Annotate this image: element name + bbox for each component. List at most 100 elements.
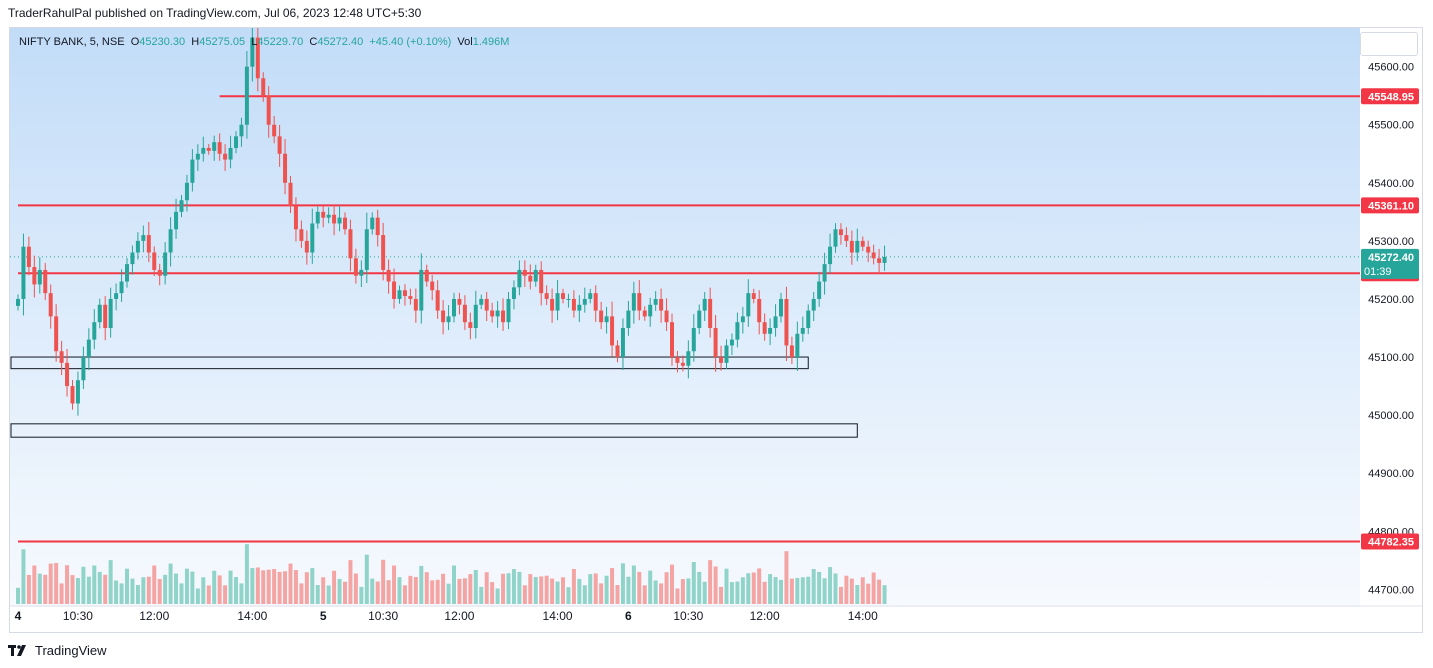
y-tick-label: 45100.00: [1368, 352, 1414, 364]
volume-bar: [348, 560, 353, 604]
y-tick-label: 44900.00: [1368, 468, 1414, 480]
candle-body: [75, 380, 80, 404]
candle-body: [381, 235, 386, 270]
candle-body: [849, 240, 854, 253]
candle-body: [473, 304, 478, 328]
level-price-label: 45548.95: [1368, 91, 1414, 103]
volume-bar: [501, 573, 506, 604]
candle-body: [631, 293, 636, 311]
volume-bar: [397, 577, 402, 604]
y-tick-label: 45400.00: [1368, 178, 1414, 190]
candle-body: [762, 322, 767, 334]
volume-bar: [659, 583, 664, 604]
candle-body: [250, 37, 255, 67]
candle-body: [65, 362, 70, 387]
volume-bar: [392, 565, 397, 604]
volume-bar: [343, 581, 347, 604]
symbol-label[interactable]: NIFTY BANK, 5, NSE: [19, 36, 125, 48]
volume-bar: [419, 565, 424, 604]
volume-bar: [860, 577, 865, 604]
volume-bar: [468, 574, 473, 604]
candle-body: [675, 357, 680, 363]
candle-body: [293, 206, 298, 230]
candle-body: [157, 269, 162, 276]
candle-body: [413, 298, 418, 311]
volume-bar: [413, 577, 418, 604]
volume-bar: [811, 569, 816, 604]
candle-body: [424, 269, 429, 282]
candle-body: [462, 304, 467, 323]
volume-bar: [735, 581, 740, 604]
y-tick-label: 45300.00: [1368, 236, 1414, 248]
candle-body: [419, 269, 424, 311]
candle-body: [604, 316, 609, 323]
volume-bar: [806, 576, 811, 604]
level-price-tag: [1361, 88, 1419, 105]
volume-bar: [610, 568, 615, 604]
volume-bar: [48, 563, 53, 604]
candle-body: [468, 322, 473, 328]
volume-bar: [571, 569, 576, 604]
change-value: +45.40 (+0.10%): [369, 36, 452, 48]
candle-body: [348, 229, 353, 259]
volume-bar: [430, 580, 435, 604]
candle-body: [206, 147, 211, 151]
candle-body: [620, 328, 625, 358]
candle-body: [299, 229, 304, 241]
volume-bar: [724, 568, 729, 604]
candle-body: [37, 269, 42, 285]
volume-bar: [255, 567, 260, 604]
volume-bar: [877, 579, 882, 604]
volume-bar: [522, 585, 527, 604]
candle-body: [490, 310, 495, 317]
time-axis-background: [10, 607, 1360, 632]
candle-body: [326, 214, 331, 218]
candle-body: [544, 293, 549, 299]
candlestick-chart[interactable]: 44700.0044800.0044900.0045000.0045100.00…: [10, 28, 1422, 632]
chart-menu-button[interactable]: [1360, 32, 1418, 56]
volume-bar: [757, 568, 762, 604]
candle-body: [528, 275, 533, 282]
volume-bar: [16, 587, 20, 604]
candle-body: [321, 211, 326, 218]
candle-body: [670, 322, 674, 358]
volume-bar: [130, 578, 135, 604]
candle-body: [795, 333, 800, 358]
volume-bar: [561, 577, 565, 604]
volume-bar: [92, 565, 97, 604]
candle-body: [315, 211, 320, 224]
x-tick-label: 6: [625, 609, 632, 623]
level-price-label: 44782.35: [1368, 537, 1414, 549]
candle-body: [392, 281, 397, 299]
volume-bar: [370, 578, 375, 604]
support-zone: [10, 423, 858, 438]
candle-body: [697, 310, 702, 328]
volume-bar: [250, 568, 255, 604]
candle-body: [593, 293, 598, 311]
volume-bar: [828, 567, 833, 604]
volume-bar: [190, 571, 195, 604]
candle-body: [277, 136, 282, 154]
candle-body: [163, 252, 168, 276]
volume-bar: [729, 582, 734, 604]
volume-bar: [593, 573, 598, 604]
candle-body: [21, 246, 26, 299]
candle-body: [724, 345, 729, 363]
chart-frame[interactable]: 44700.00 44800.00 44900.00 45000.00 45100.00…: [9, 27, 1423, 633]
candle-body: [283, 153, 288, 183]
chart-plot-area[interactable]: [10, 28, 1360, 632]
candle-body: [32, 267, 37, 285]
volume-bar: [43, 574, 48, 604]
candle-body: [386, 269, 391, 282]
close-label: C: [309, 36, 318, 48]
publish-header: TraderRahulPal published on TradingView.…: [8, 6, 422, 20]
candle-body: [195, 153, 200, 160]
volume-bar: [473, 570, 478, 604]
volume-bar: [375, 581, 380, 604]
candle-body: [26, 246, 31, 268]
volume-bar: [866, 583, 871, 604]
level-price-tag: [1361, 533, 1419, 550]
candle-body: [838, 229, 843, 236]
candle-body: [588, 293, 593, 299]
volume-bar: [402, 585, 407, 604]
